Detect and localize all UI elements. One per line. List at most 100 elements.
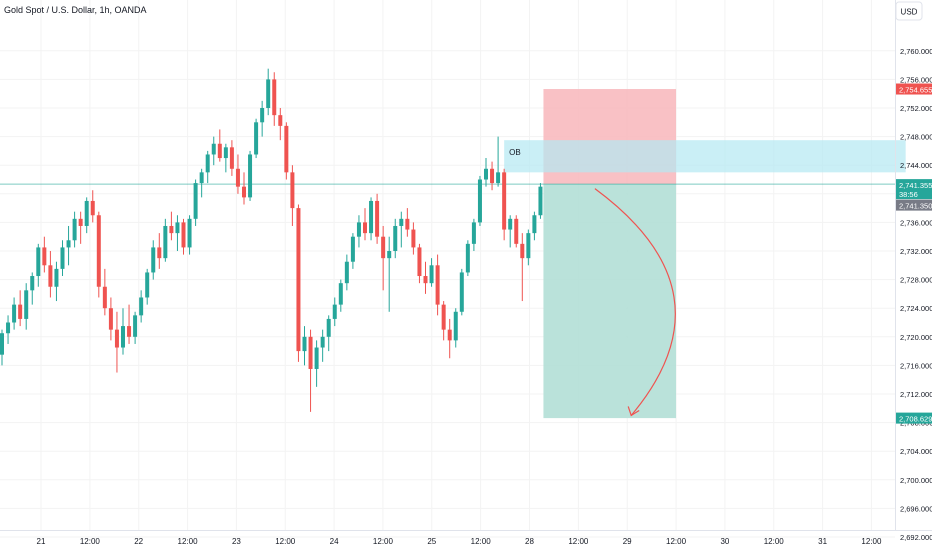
price-tick-label: 2,760.000 — [900, 47, 932, 56]
candle — [284, 122, 289, 180]
candle — [254, 118, 259, 159]
candle — [496, 136, 501, 187]
candle — [127, 304, 132, 344]
candle — [60, 240, 65, 277]
time-tick-label: 12:00 — [568, 537, 589, 546]
prev-close-badge: 2,741.350 — [896, 199, 932, 211]
time-tick-label: 12:00 — [861, 537, 882, 546]
candles — [0, 68, 543, 412]
candle — [36, 243, 41, 287]
price-tick-label: 2,700.000 — [900, 476, 932, 485]
candle — [151, 240, 156, 280]
candle — [242, 172, 246, 205]
candle — [435, 254, 440, 316]
candle — [121, 308, 125, 355]
arrow-head-icon — [627, 406, 640, 417]
candle — [54, 261, 59, 302]
time-tick-label: 25 — [427, 537, 436, 546]
svg-text:2,741.350: 2,741.350 — [899, 202, 932, 211]
candle — [211, 136, 216, 166]
candle — [453, 308, 458, 348]
candle — [326, 315, 331, 352]
candle — [248, 150, 253, 201]
candle — [393, 218, 398, 259]
candle — [514, 215, 519, 248]
price-tick-label: 2,720.000 — [900, 333, 932, 342]
candle — [48, 251, 53, 298]
price-tick-label: 2,744.000 — [900, 161, 932, 170]
symbol-title: Gold Spot / U.S. Dollar, 1h, OANDA — [4, 5, 147, 15]
candle — [508, 215, 513, 248]
candle — [302, 326, 307, 366]
candle — [30, 272, 35, 305]
candle — [429, 258, 434, 287]
candle — [399, 211, 404, 248]
candle — [42, 236, 47, 273]
candle — [266, 68, 271, 116]
candle — [193, 179, 198, 226]
price-tick-label: 2,724.000 — [900, 304, 932, 313]
time-tick-label: 23 — [232, 537, 241, 546]
candle — [163, 218, 168, 262]
candle — [229, 140, 234, 176]
price-tick-label: 2,728.000 — [900, 276, 932, 285]
take-profit-zone[interactable] — [543, 184, 677, 419]
candle — [90, 190, 95, 223]
price-tick-label: 2,716.000 — [900, 361, 932, 370]
curved-arrow[interactable] — [594, 188, 676, 416]
time-axis[interactable]: 21 12:00 22 12:00 23 12:00 24 12:00 25 12:00 28 12:… — [37, 537, 932, 546]
order-block-label: OB — [509, 148, 521, 157]
candle — [484, 158, 488, 187]
candle — [296, 204, 301, 362]
candle — [411, 222, 416, 255]
candle — [169, 211, 174, 241]
candle — [223, 143, 228, 173]
candle — [417, 243, 422, 284]
currency-button[interactable]: USD — [895, 1, 923, 21]
target-price-badge: 2,708.629 — [896, 412, 932, 424]
candle — [260, 100, 265, 137]
currency-label: USD — [901, 8, 918, 17]
candle — [465, 240, 470, 277]
candle — [459, 268, 464, 316]
time-tick-label: 28 — [525, 537, 534, 546]
candle — [187, 215, 192, 255]
candle — [538, 183, 543, 219]
candle — [24, 283, 29, 330]
candle — [447, 318, 452, 359]
candle — [350, 233, 355, 269]
candle — [205, 150, 210, 184]
time-tick-label: 12:00 — [275, 537, 296, 546]
time-tick-label: 31 — [818, 537, 827, 546]
candle — [84, 197, 89, 234]
candle — [145, 268, 150, 305]
candle — [369, 197, 374, 241]
candle — [344, 254, 349, 291]
drawing-zones[interactable]: OB — [0, 89, 906, 419]
candle — [272, 72, 277, 126]
candle — [175, 215, 180, 251]
svg-text:38:56: 38:56 — [899, 190, 918, 199]
candle — [6, 315, 11, 344]
candle — [532, 211, 537, 241]
time-tick-label: 30 — [720, 537, 729, 546]
candle — [18, 290, 23, 327]
price-tick-label: 2,756.000 — [900, 75, 932, 84]
order-block-zone[interactable] — [504, 140, 906, 173]
candle — [66, 225, 71, 266]
time-tick-label: 12:00 — [666, 537, 687, 546]
candle — [375, 193, 380, 244]
candle — [78, 211, 83, 244]
candle — [520, 233, 525, 302]
time-tick-label: 22 — [134, 537, 143, 546]
price-axis[interactable]: 2,692.000 2,696.000 2,700.000 2,704.000 2,70… — [900, 47, 932, 542]
candle — [471, 218, 476, 251]
drawing-overlay[interactable] — [594, 188, 676, 417]
price-tick-label: 2,732.000 — [900, 247, 932, 256]
candle — [381, 225, 386, 291]
price-tick-label: 2,692.000 — [900, 533, 932, 542]
candle — [332, 297, 337, 327]
